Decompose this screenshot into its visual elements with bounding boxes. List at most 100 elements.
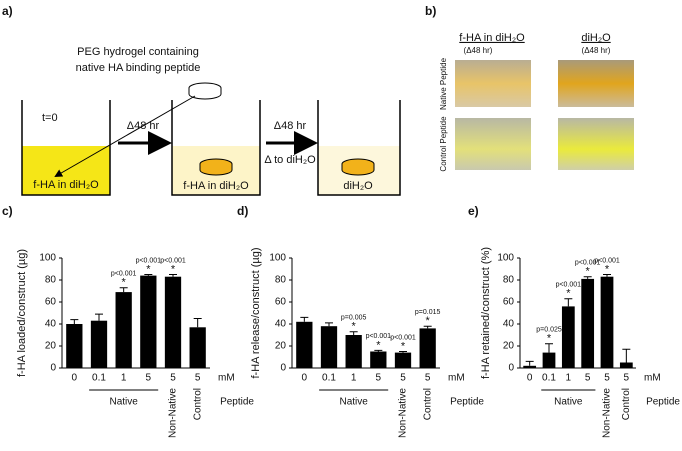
bar [600,276,614,368]
p-value: p<0.001 [160,257,186,264]
x-tick-label: 5 [604,373,610,384]
y-tick-label: 40 [45,319,57,330]
bar [561,306,575,368]
panel-label: e) [468,204,479,218]
y-tick-label: 80 [275,275,287,286]
panel-label: a) [2,4,13,18]
y-tick-label: 20 [275,341,287,352]
group-axis-label: Peptide [646,397,680,408]
group-label: Native [554,397,583,408]
photo [558,118,634,170]
y-tick-label: 0 [50,363,56,374]
error-bar [622,348,631,363]
hydrogel-disk [199,164,233,176]
bar [419,328,436,368]
panel-label: d) [237,204,248,218]
error-bar [583,276,592,279]
bar [66,324,83,368]
y-axis-title: f-HA retained/construct (%) [480,247,492,379]
photo [558,60,634,107]
significance-star: * [547,333,552,345]
significance-star: * [376,339,381,351]
group-label: Non-Native [602,388,613,438]
group-label: Native [109,397,138,408]
p-value: p=0.025 [536,327,562,334]
y-tick-label: 80 [45,275,57,286]
unit-label: mM [218,373,235,384]
panel-label: c) [2,204,13,218]
error-bar [119,287,128,293]
column-header: f-HA in diH₂O [459,32,525,44]
x-tick-label: 0.1 [92,373,106,384]
beaker [171,100,261,196]
error-bar [169,274,177,277]
row-label: Native Peptide [439,57,448,110]
significance-star: * [122,277,127,289]
group-label: Control [422,388,433,420]
p-value: p<0.001 [111,271,137,278]
y-tick-label: 40 [503,319,515,330]
group-label: Native [339,397,368,408]
bar [523,365,537,368]
error-bar [349,331,358,335]
significance-star: * [146,263,151,275]
x-tick-label: 5 [624,373,630,384]
bar [296,321,313,368]
x-tick-label: 1 [566,373,572,384]
y-tick-label: 100 [39,253,56,264]
significance-star: * [171,263,176,275]
error-bar [325,322,333,327]
y-axis-title: f-HA release/construct (µg) [250,247,262,378]
group-axis-label: Peptide [220,397,254,408]
x-tick-label: 5 [170,373,176,384]
x-tick-label: 0.1 [322,373,336,384]
y-tick-label: 60 [275,297,287,308]
bar [115,292,132,368]
bar [140,275,157,368]
beaker-label: f-HA in diH₂O [183,180,249,192]
step-label: Δ48 hr [127,120,160,132]
y-tick-label: 100 [497,253,514,264]
y-tick-label: 60 [503,297,515,308]
beaker-label: f-HA in diH₂O [33,179,99,191]
hydrogel-text: native HA binding peptide [76,62,201,74]
error-bar [193,318,202,328]
unit-label: mM [448,373,465,384]
bar [90,320,108,368]
x-tick-label: 0 [527,373,533,384]
beaker [21,100,111,196]
p-value: p=0.015 [415,309,441,316]
y-tick-label: 20 [45,341,57,352]
panel-a: a) PEG hydrogel containing native HA bin… [2,4,401,196]
x-tick-label: 0 [302,373,308,384]
error-bar [564,298,573,307]
column-sub: (Δ48 hr) [464,46,493,55]
group-axis-label: Peptide [450,397,484,408]
x-tick-label: 0.1 [542,373,556,384]
y-tick-label: 0 [508,363,514,374]
y-tick-label: 40 [275,319,287,330]
bar [345,335,362,368]
x-tick-label: 5 [585,373,591,384]
hydrogel-disk [188,88,222,100]
panel-label: b) [425,4,436,18]
bar [394,352,412,368]
error-bar [300,316,309,322]
significance-star: * [586,266,591,278]
beaker-label: diH₂O [343,180,373,192]
y-axis-title: f-HA loaded/construct (µg) [16,249,28,377]
y-tick-label: 60 [45,297,57,308]
error-bar [95,313,103,321]
hydrogel-text: PEG hydrogel containing [77,46,199,58]
bar [189,327,206,368]
x-tick-label: 5 [376,373,382,384]
significance-star: * [401,340,406,352]
bar [581,278,595,368]
bar [619,362,633,368]
p-value: p<0.001 [594,257,620,264]
error-bar [399,351,407,353]
step-note: Δ to diH₂O [264,154,316,166]
significance-star: * [566,288,571,300]
p-value: p<0.001 [575,260,601,267]
